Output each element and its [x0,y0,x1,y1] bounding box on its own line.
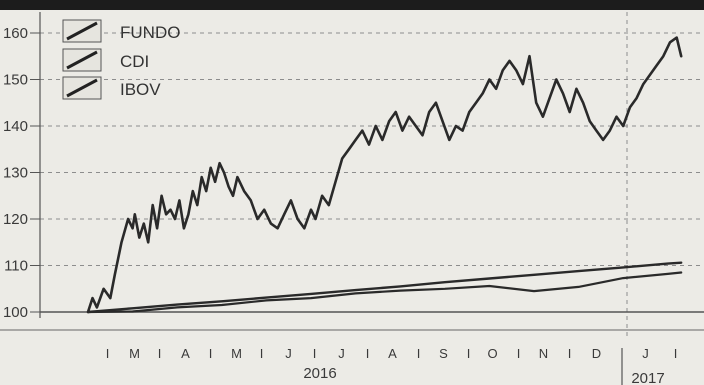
series-line-fundo [86,36,683,314]
month-separator: I [260,346,265,361]
year-label-2016: 2016 [303,365,336,382]
month-separator: I [417,346,422,361]
x-tick-label: J [642,346,650,361]
y-tick-label: 120 [3,211,28,228]
x-tick-label: D [592,346,602,361]
x-tick-label: A [388,346,398,361]
x-tick-label: N [539,346,549,361]
month-separator: I [158,346,163,361]
x-tick-label: J [285,346,293,361]
y-tick-label: 140 [3,118,28,135]
legend-label-fundo: FUNDO [120,23,180,42]
legend-label-cdi: CDI [120,52,149,71]
series-line-ibov [86,271,683,314]
month-separator: I [674,346,679,361]
legend-swatch-line [66,78,98,98]
legend-swatch-line [66,50,98,70]
y-tick-label: 160 [3,25,28,42]
legend: FUNDO CDI IBOV [62,19,180,100]
y-tick-label: 130 [3,165,28,182]
month-separator: I [366,346,371,361]
year-label-2017: 2017 [631,370,664,385]
axes [0,12,704,385]
legend-swatch-line [66,21,98,41]
series-line-cdi [86,261,683,314]
legend-label-ibov: IBOV [120,80,161,99]
top-band [0,0,704,10]
month-separator: I [568,346,573,361]
series-layer [86,36,683,314]
x-tick-label: S [439,346,449,361]
x-tick-label: J [338,346,346,361]
x-tick-label: M [231,346,243,361]
month-separator: I [313,346,318,361]
month-separator: I [106,346,111,361]
month-separator: I [467,346,472,361]
month-separator: I [209,346,214,361]
y-tick-label: 100 [3,304,28,321]
x-tick-label: M [129,346,141,361]
x-tick-label: A [181,346,191,361]
month-separator: I [517,346,522,361]
y-tick-label: 150 [3,72,28,89]
y-tick-label: 110 [4,258,28,275]
x-tick-label: O [487,346,498,361]
